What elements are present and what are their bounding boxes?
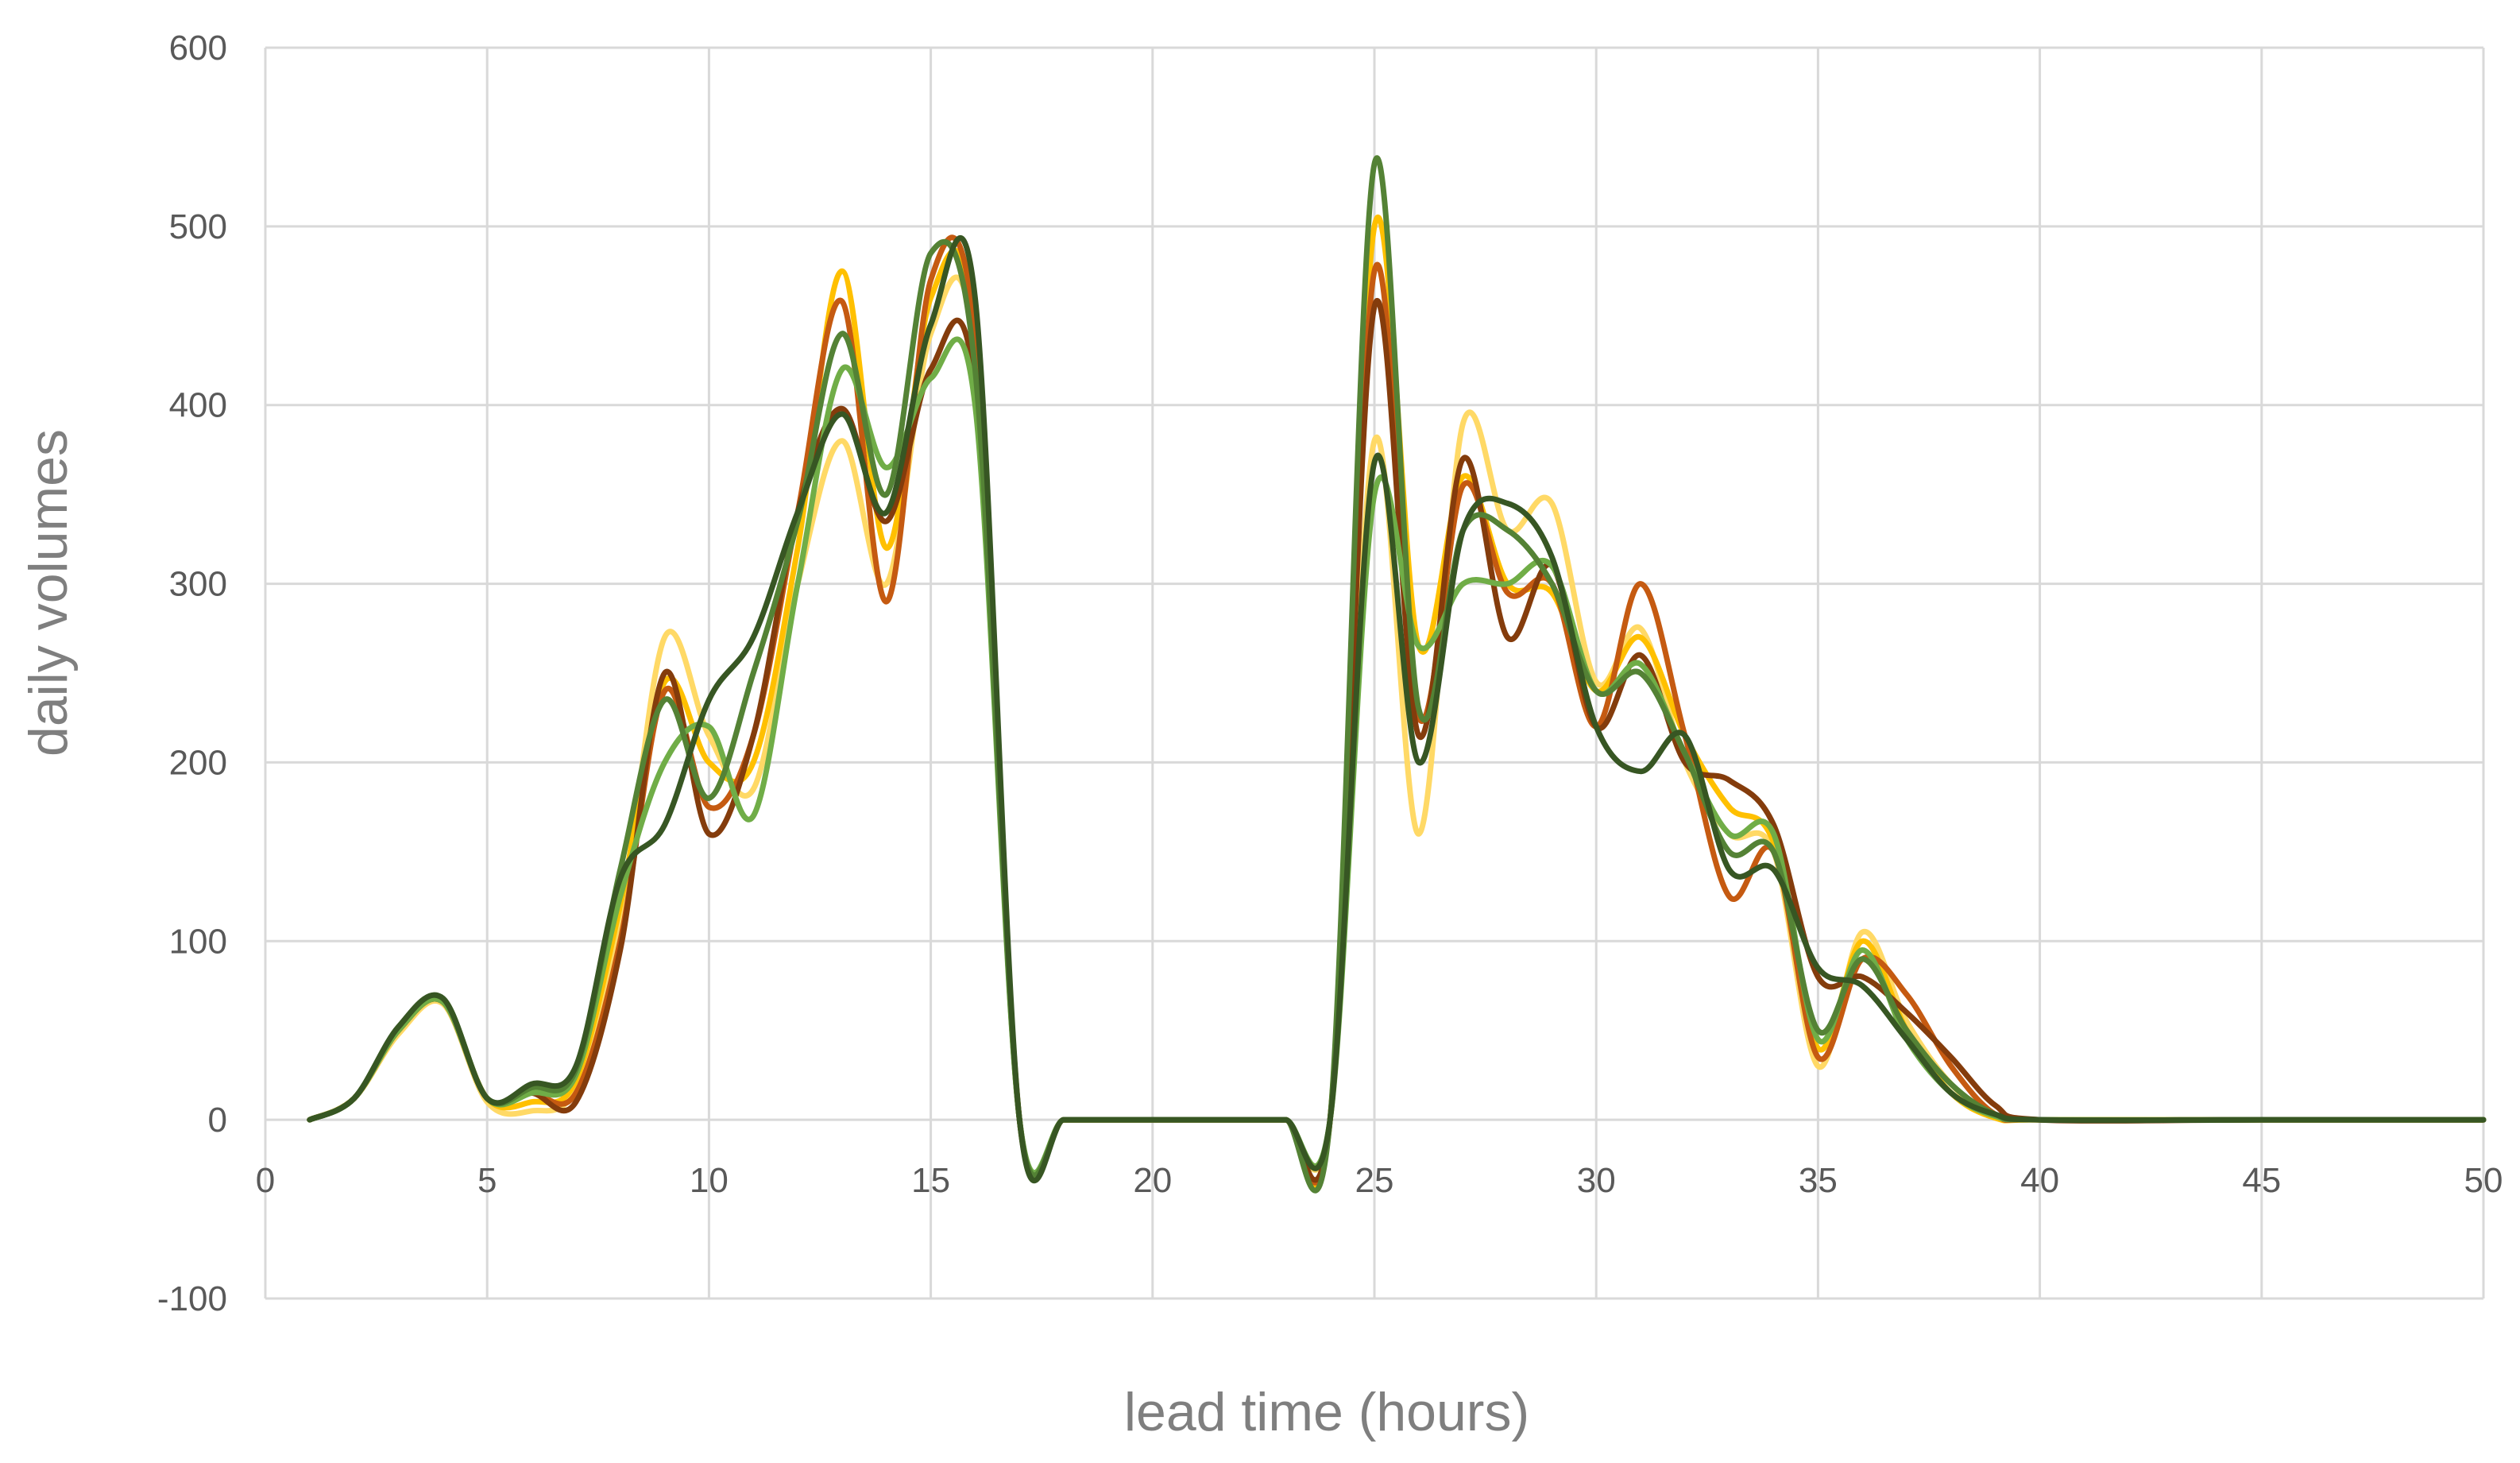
y-tick-label: 100: [169, 922, 227, 961]
x-tick-label: 45: [2242, 1161, 2281, 1200]
x-tick-label: 10: [690, 1161, 729, 1200]
x-tick-label: 40: [2020, 1161, 2059, 1200]
x-tick-label: 20: [1133, 1161, 1172, 1200]
series-lines: [307, 155, 2487, 1194]
x-tick-label: 5: [477, 1161, 497, 1200]
y-tick-label: 400: [169, 386, 227, 425]
y-axis-title: daily volumes: [18, 429, 79, 757]
x-tick-label: 15: [911, 1161, 950, 1200]
x-tick-label: 30: [1577, 1161, 1616, 1200]
x-tick-label: 50: [2464, 1161, 2503, 1200]
x-tick-label: 35: [1799, 1161, 1838, 1200]
y-tick-label: 200: [169, 743, 227, 782]
y-tick-label: 300: [169, 565, 227, 604]
y-tick-label: 600: [169, 29, 227, 68]
y-tick-label: -100: [157, 1279, 227, 1318]
y-tick-label: 500: [169, 207, 227, 246]
y-tick-label: 0: [208, 1101, 227, 1140]
series-line-7: [307, 235, 2487, 1184]
x-tick-label: 0: [256, 1161, 275, 1200]
x-tick-label: 25: [1355, 1161, 1394, 1200]
series-line-6: [307, 155, 2487, 1194]
x-axis-title: lead time (hours): [1124, 1382, 1529, 1442]
tick-labels: 0 5 10 15 20 25 30 35 40 45 50 600 500 400 300 200 100 0 -…: [157, 29, 2503, 1318]
